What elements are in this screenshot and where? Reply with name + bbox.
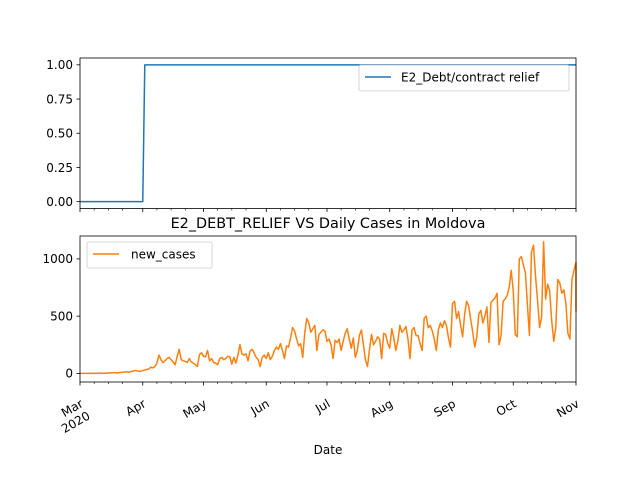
x-tick-label-may: May <box>181 396 209 421</box>
top-legend-box <box>358 64 570 92</box>
bottom-y-tick-label: 1000 <box>42 252 73 266</box>
x-tick-label-oct: Oct <box>494 396 519 419</box>
chart-title: E2_DEBT_RELIEF VS Daily Cases in Moldova <box>171 216 486 232</box>
top-y-tick-label: 0.50 <box>46 127 73 141</box>
series-line-new-cases <box>80 240 577 375</box>
top-chart: 0.00 0.25 0.50 0.75 1.00 E2_Debt/contract re… <box>46 57 577 212</box>
x-tick-label-jul: Jul <box>312 396 332 416</box>
top-axes-frame <box>79 57 577 209</box>
x-tick-label-apr: Apr <box>123 396 148 419</box>
top-legend-label: E2_Debt/contract relief <box>401 71 540 85</box>
bottom-legend-label: new_cases <box>131 248 196 262</box>
x-axis-label: Date <box>314 443 343 457</box>
bottom-y-tick-label: 0 <box>65 367 73 381</box>
top-y-tick-label: 0.25 <box>46 161 73 175</box>
bottom-y-tick-label: 500 <box>50 309 73 323</box>
bottom-axes-frame <box>79 235 577 383</box>
bottom-legend: new_cases <box>86 241 213 269</box>
top-legend: E2_Debt/contract relief <box>358 64 570 92</box>
bottom-x-ticks: Mar2020 Apr May Jun Jul Aug Sep Oct Nov <box>52 382 582 436</box>
top-y-ticks: 0.00 0.25 0.50 0.75 1.00 <box>46 58 80 209</box>
bottom-y-ticks: 0 500 1000 <box>42 252 80 381</box>
bottom-legend-box <box>86 241 213 269</box>
top-x-ticks <box>79 208 577 212</box>
x-tick-label-mar: Mar2020 <box>52 396 93 436</box>
top-y-tick-label: 0.75 <box>46 92 73 106</box>
x-tick-label-jun: Jun <box>248 396 272 418</box>
x-tick-label-sep: Sep <box>431 396 458 419</box>
top-y-tick-label: 1.00 <box>46 58 73 72</box>
x-tick-label-aug: Aug <box>368 396 395 420</box>
top-y-tick-label: 0.00 <box>46 195 73 209</box>
x-tick-label-nov: Nov <box>554 396 581 420</box>
bottom-chart: E2_DEBT_RELIEF VS Daily Cases in Moldova… <box>42 216 581 457</box>
